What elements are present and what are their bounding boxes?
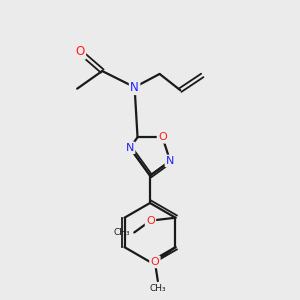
Text: O: O <box>158 132 167 142</box>
Text: N: N <box>126 143 134 153</box>
Text: O: O <box>151 257 159 267</box>
Text: CH₃: CH₃ <box>149 284 166 293</box>
Text: O: O <box>76 45 85 58</box>
Text: N: N <box>166 156 174 166</box>
Text: CH₃: CH₃ <box>113 228 130 237</box>
Text: O: O <box>146 216 155 226</box>
Text: N: N <box>130 81 139 94</box>
